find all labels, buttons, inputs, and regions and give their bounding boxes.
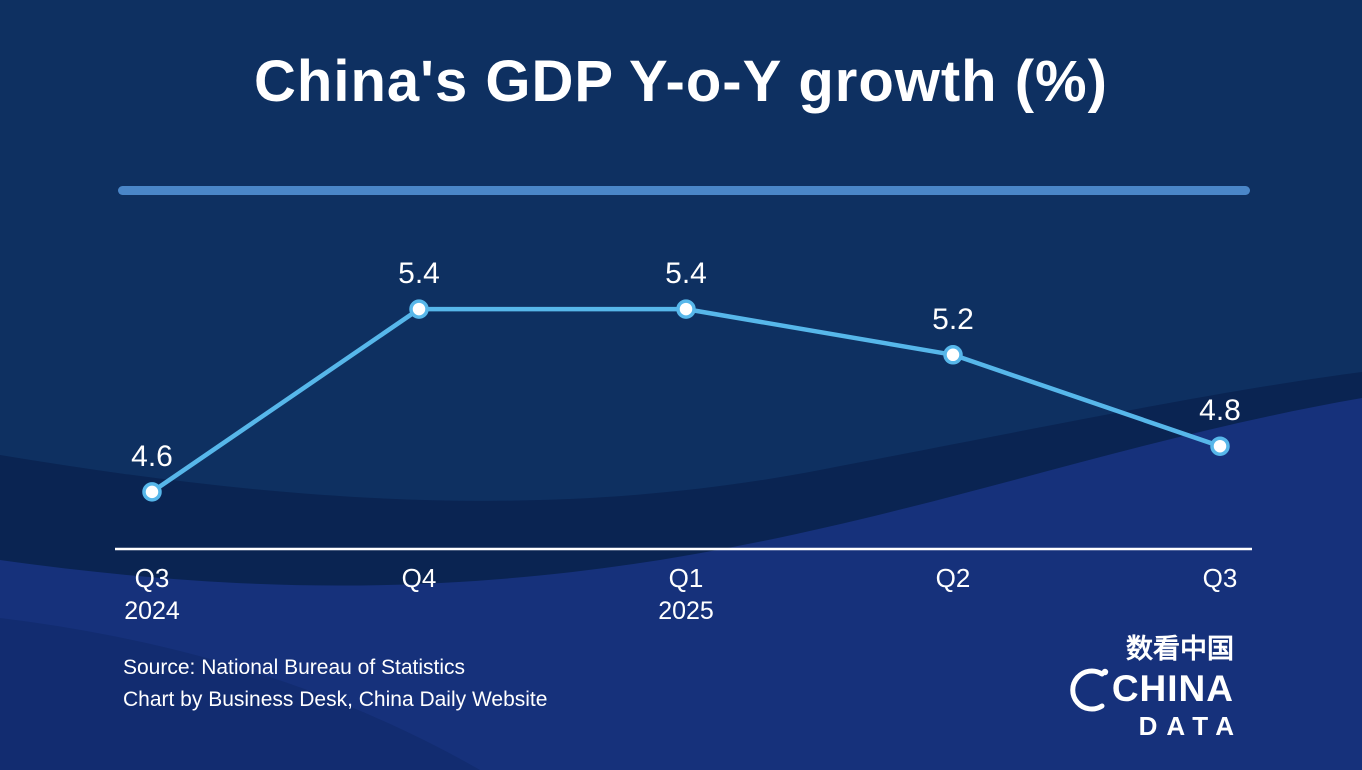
logo-china-text: CHINA: [1111, 668, 1234, 710]
page-title: China's GDP Y-o-Y growth (%): [254, 49, 1108, 114]
background-wave-corner: [0, 618, 480, 770]
china-data-logo: 数看中国 CHINA DATA: [1069, 635, 1234, 740]
source-text: Source: National Bureau of Statistics: [123, 656, 466, 679]
logo-chinese-text: 数看中国: [1126, 634, 1234, 665]
china-data-logo-arc-icon: [1070, 668, 1109, 712]
logo-data-text: DATA: [1138, 710, 1243, 741]
title-divider: [118, 186, 1250, 195]
source-block: Source: National Bureau of Statistics Ch…: [123, 652, 547, 716]
credit-text: Chart by Business Desk, China Daily Webs…: [123, 688, 548, 711]
logo-name-row: CHINA: [1069, 667, 1234, 713]
